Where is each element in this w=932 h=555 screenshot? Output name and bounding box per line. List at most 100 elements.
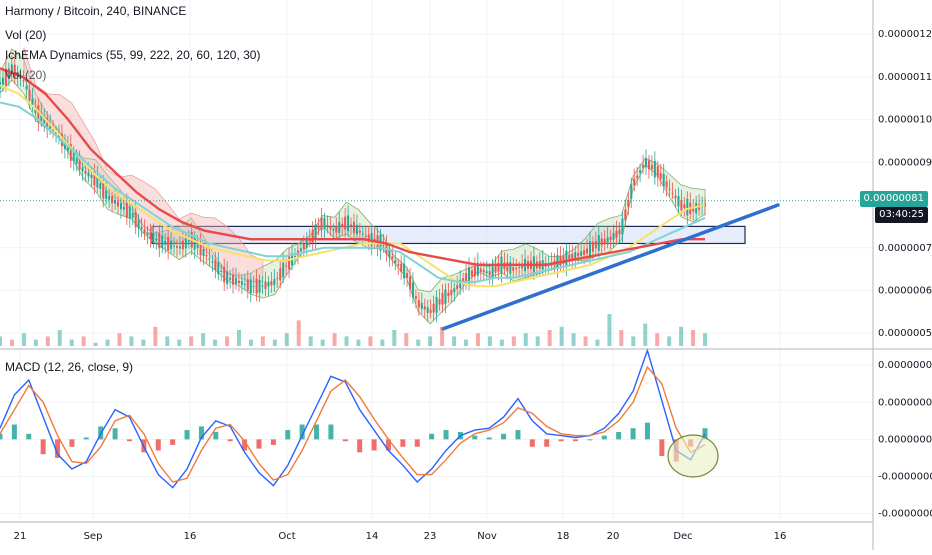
vol-label: Vol (20) <box>5 28 47 42</box>
volume-bar <box>499 339 504 346</box>
candle-body <box>137 219 140 229</box>
candle-body <box>175 246 178 248</box>
candle-body <box>111 196 114 204</box>
candle-body <box>81 167 84 172</box>
volume-bar <box>296 320 301 346</box>
volume-bar <box>33 339 38 346</box>
candle-body <box>659 173 662 179</box>
candle-body <box>99 183 102 189</box>
candle-body <box>243 283 246 285</box>
macd-tick-label: -0.00000002 <box>878 471 932 482</box>
candle-body <box>347 215 350 232</box>
volume-bar <box>535 336 540 346</box>
volume-bar <box>57 330 62 346</box>
candle-body <box>46 117 49 129</box>
candle-body <box>468 267 471 284</box>
volume-bar <box>117 333 122 346</box>
macd-histogram-bar <box>414 439 420 447</box>
macd-histogram-bar <box>314 424 320 440</box>
volume-bar <box>213 339 218 346</box>
candle-body <box>84 170 87 174</box>
volume-bar <box>655 333 660 346</box>
candle-body <box>332 228 335 231</box>
candle-body <box>447 292 450 297</box>
candle-body <box>140 226 143 230</box>
candle-body <box>338 221 341 233</box>
volume-bar <box>9 339 14 346</box>
candle-body <box>470 270 473 277</box>
candle-body <box>674 195 677 199</box>
vol-label-2: Vol (20) <box>5 68 47 82</box>
candle-body <box>441 293 444 305</box>
macd-tick-label: 0.00000004 <box>878 360 932 371</box>
candle-body <box>288 255 291 270</box>
volume-bar <box>165 336 170 346</box>
volume-bar <box>332 333 337 346</box>
candle-body <box>208 258 211 260</box>
candle-body <box>668 188 671 190</box>
volume-bar <box>392 330 397 346</box>
macd-histogram-bar <box>601 435 607 440</box>
candle-body <box>52 129 55 131</box>
candle-body <box>232 274 235 285</box>
candle-body <box>167 236 170 251</box>
candle-body <box>588 241 591 257</box>
candle-body <box>326 225 329 227</box>
ema-fast-line <box>0 84 706 288</box>
candle-body <box>603 238 606 243</box>
candle-body <box>400 263 403 272</box>
volume-bar <box>45 336 50 346</box>
volume-bar <box>523 333 528 346</box>
volume-bar <box>559 326 564 346</box>
candle-body <box>87 172 90 177</box>
candle-body <box>302 243 305 250</box>
candle-body <box>671 192 674 194</box>
volume-bar <box>440 326 445 346</box>
macd-histogram-bar <box>112 428 118 440</box>
candle-body <box>409 276 412 289</box>
candle-body <box>453 288 456 293</box>
volume-bar <box>308 336 313 346</box>
candle-body <box>155 238 158 241</box>
macd-histogram-bar <box>328 424 334 440</box>
candle-body <box>476 262 479 276</box>
macd-histogram-bar <box>126 439 132 442</box>
candle-body <box>650 164 653 170</box>
candle-body <box>237 280 240 284</box>
candle-body <box>518 266 521 268</box>
candle-body <box>293 255 296 257</box>
macd-histogram-bar <box>587 439 593 441</box>
volume-bar <box>511 336 516 346</box>
macd-histogram-bar <box>400 439 406 447</box>
volume-bar <box>679 326 684 346</box>
volume-bar <box>356 339 361 346</box>
time-tick-label: 16 <box>774 531 787 542</box>
candle-body <box>406 273 409 278</box>
volume-bar <box>141 339 146 346</box>
candle-body <box>621 218 624 235</box>
macd-histogram-bar <box>501 433 507 440</box>
volume-bar <box>571 333 576 346</box>
volume-bar <box>703 333 707 346</box>
candle-body <box>662 173 665 187</box>
macd-histogram-bar <box>11 424 17 440</box>
candle-body <box>335 226 338 233</box>
candle-body <box>258 279 261 293</box>
highlight-circle <box>667 434 719 478</box>
candle-body <box>645 158 648 168</box>
macd-tick-label: 0.00000002 <box>878 397 932 408</box>
macd-tick-label: -0.00000004 <box>878 509 932 520</box>
macd-histogram-bar <box>155 439 161 451</box>
volume-bar <box>69 339 74 346</box>
candle-body <box>479 268 482 272</box>
volume-bar <box>452 336 457 346</box>
candle-body <box>114 200 117 204</box>
candle-body <box>491 266 494 277</box>
candle-body <box>158 232 161 249</box>
time-tick-label: 23 <box>424 531 437 542</box>
macd-histogram-bar <box>544 439 550 447</box>
